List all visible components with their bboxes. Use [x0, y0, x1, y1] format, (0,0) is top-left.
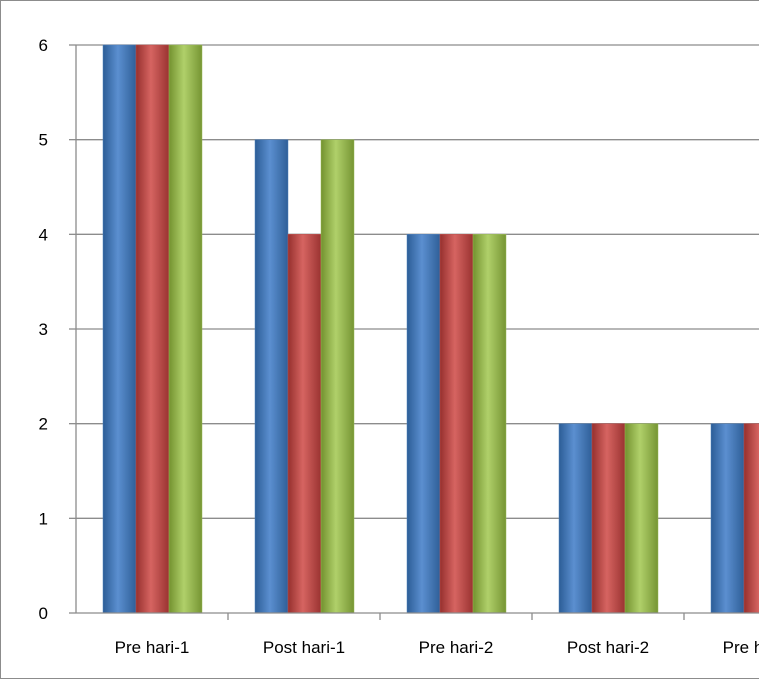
- bar: [254, 139, 289, 614]
- bar: [472, 234, 507, 614]
- y-tick-label: 2: [39, 415, 48, 434]
- bar: [710, 423, 745, 614]
- bar: [320, 139, 355, 614]
- y-tick-label: 5: [39, 131, 48, 150]
- bar: [591, 423, 626, 614]
- bar: [624, 423, 659, 614]
- y-tick-label: 1: [39, 509, 48, 528]
- bar: [168, 44, 203, 614]
- bar: [406, 234, 441, 614]
- y-tick-label: 3: [39, 320, 48, 339]
- bar: [287, 234, 322, 614]
- bar: [439, 234, 474, 614]
- x-tick-label: Pre hari-2: [419, 638, 494, 657]
- bar: [135, 44, 170, 614]
- bar: [102, 44, 137, 614]
- x-tick-label: Post hari-2: [567, 638, 649, 657]
- y-tick-label: 6: [39, 36, 48, 55]
- bar: [558, 423, 593, 614]
- y-tick-label: 0: [39, 604, 48, 623]
- bar: [743, 423, 759, 614]
- bars: [102, 44, 759, 614]
- axes: [69, 44, 759, 620]
- x-tick-label: Post hari-1: [263, 638, 345, 657]
- y-tick-label: 4: [39, 225, 48, 244]
- axis-labels: 0 1 2 3 4 5 6 Pre hari-1 Post hari-1 Pre hari-2 Po…: [39, 36, 759, 657]
- x-tick-label: Pre hari-3: [723, 638, 759, 657]
- x-tick-label: Pre hari-1: [115, 638, 190, 657]
